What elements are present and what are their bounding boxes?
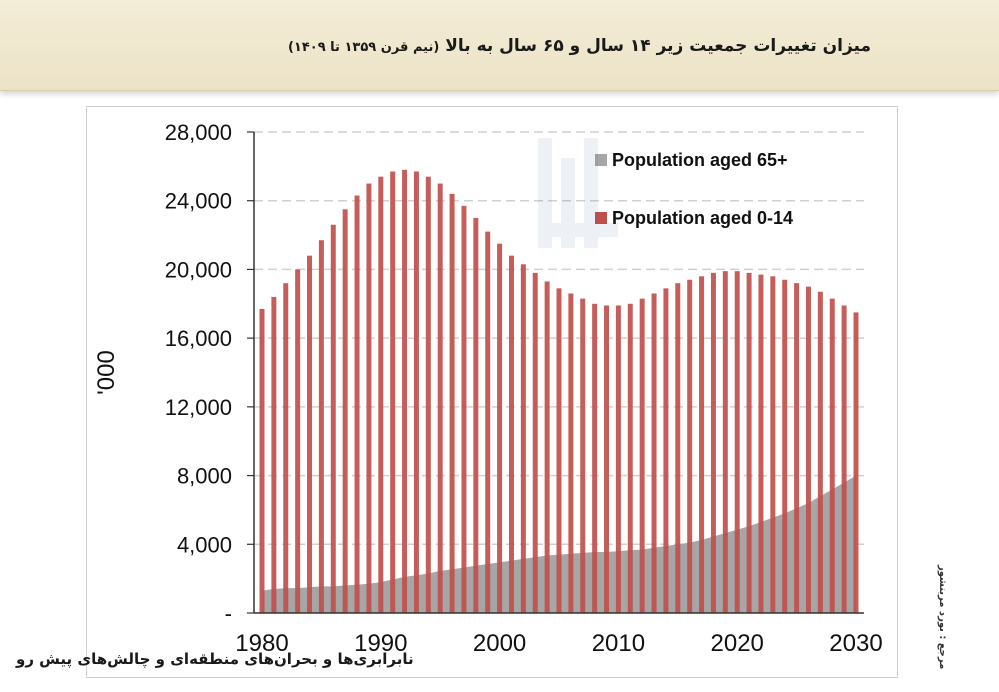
bar-aged-0-14	[615, 305, 621, 613]
bar-aged-0-14	[627, 303, 633, 613]
y-tick-label: 12,000	[165, 395, 232, 420]
bar-aged-0-14	[722, 271, 728, 613]
bar-aged-0-14	[758, 274, 764, 613]
y-tick-label: 4,000	[177, 532, 232, 557]
bar-aged-0-14	[449, 193, 455, 613]
y-axis-label: '000	[93, 350, 120, 395]
x-tick-label: 2010	[592, 630, 645, 657]
title-subtitle: (نیم قرن ۱۳۵۹ تا ۱۴۰۹)	[287, 40, 440, 55]
bar-aged-0-14	[639, 298, 645, 613]
bar-aged-0-14	[461, 205, 467, 613]
source-note: مرجع : بورد مرینشور	[937, 565, 948, 670]
x-tick-label: 2030	[829, 630, 882, 657]
bar-aged-0-14	[829, 298, 835, 613]
bar-aged-0-14	[485, 231, 491, 613]
legend-swatch-aged-0-14	[595, 212, 607, 224]
bar-aged-0-14	[782, 279, 788, 613]
legend-label-aged-0-14: Population aged 0-14	[612, 208, 793, 228]
x-tick-label: 2000	[473, 630, 526, 657]
bar-aged-0-14	[770, 276, 776, 613]
bar-aged-0-14	[699, 276, 705, 613]
bar-aged-0-14	[687, 279, 693, 613]
bar-aged-0-14	[592, 303, 598, 613]
y-tick-label: 20,000	[165, 257, 232, 282]
bar-aged-0-14	[366, 183, 372, 613]
legend-swatch-aged-65-plus	[595, 154, 607, 166]
chart-frame: - 4,000 8,000 12,000 16,000 20,000 24,000 28,00…	[86, 106, 898, 678]
bar-aged-0-14	[520, 264, 526, 613]
bar-aged-0-14	[853, 312, 859, 613]
bar-aged-0-14	[402, 169, 408, 614]
bar-aged-0-14	[746, 272, 752, 613]
bar-aged-0-14	[259, 308, 265, 613]
bar-aged-0-14	[390, 171, 396, 613]
bar-aged-0-14	[425, 176, 431, 613]
title-main: میزان تغییرات جمعیت زیر ۱۴ سال و ۶۵ سال …	[445, 36, 871, 56]
y-tick-label: 24,000	[165, 189, 232, 214]
watermark-logo	[538, 138, 618, 248]
bar-aged-0-14	[497, 243, 503, 614]
population-chart: - 4,000 8,000 12,000 16,000 20,000 24,000 28,00…	[93, 120, 883, 657]
area-series-aged-65-plus	[262, 475, 856, 613]
bar-aged-0-14	[413, 171, 419, 613]
chart-title: میزان تغییرات جمعیت زیر ۱۴ سال و ۶۵ سال …	[288, 36, 871, 56]
bar-aged-0-14	[437, 183, 443, 613]
bar-aged-0-14	[663, 288, 669, 613]
bar-aged-0-14	[508, 255, 514, 613]
bar-aged-0-14	[817, 291, 823, 613]
bar-aged-0-14	[805, 286, 811, 613]
bar-aged-0-14	[794, 283, 800, 613]
bar-aged-0-14	[473, 217, 479, 613]
bar-aged-0-14	[604, 305, 610, 613]
bar-aged-0-14	[710, 272, 716, 613]
y-tick-label: 28,000	[165, 120, 232, 145]
bar-aged-0-14	[354, 195, 360, 613]
y-tick-label: -	[225, 601, 232, 626]
title-banner: میزان تغییرات جمعیت زیر ۱۴ سال و ۶۵ سال …	[0, 0, 999, 91]
bar-aged-0-14	[318, 240, 324, 613]
x-tick-label: 1980	[235, 630, 288, 657]
bar-aged-0-14	[330, 224, 336, 613]
legend-label-aged-65-plus: Population aged 65+	[612, 150, 788, 170]
footer-caption: نابرابری‌ها و بحران‌های منطقه‌ای و چالش‌…	[16, 650, 414, 668]
x-tick-label: 2020	[711, 630, 764, 657]
x-tick-label: 1990	[354, 630, 407, 657]
bar-aged-0-14	[307, 255, 313, 613]
y-tick-label: 16,000	[165, 326, 232, 351]
bar-aged-0-14	[841, 305, 847, 613]
bar-aged-0-14	[544, 281, 550, 613]
bar-aged-0-14	[271, 296, 277, 613]
bar-aged-0-14	[734, 271, 740, 613]
bar-aged-0-14	[580, 298, 586, 613]
bar-aged-0-14	[283, 283, 289, 613]
y-tick-label: 8,000	[177, 464, 232, 489]
bar-aged-0-14	[532, 272, 538, 613]
bar-aged-0-14	[378, 176, 384, 613]
bar-aged-0-14	[342, 209, 348, 613]
bar-aged-0-14	[568, 293, 574, 613]
bar-aged-0-14	[295, 269, 301, 613]
bar-aged-0-14	[675, 283, 681, 613]
bar-aged-0-14	[651, 293, 657, 613]
bar-aged-0-14	[556, 288, 562, 613]
